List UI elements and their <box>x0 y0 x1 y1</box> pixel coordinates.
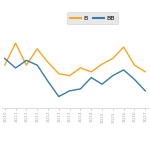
Legend: B, BB: B, BB <box>67 12 118 24</box>
